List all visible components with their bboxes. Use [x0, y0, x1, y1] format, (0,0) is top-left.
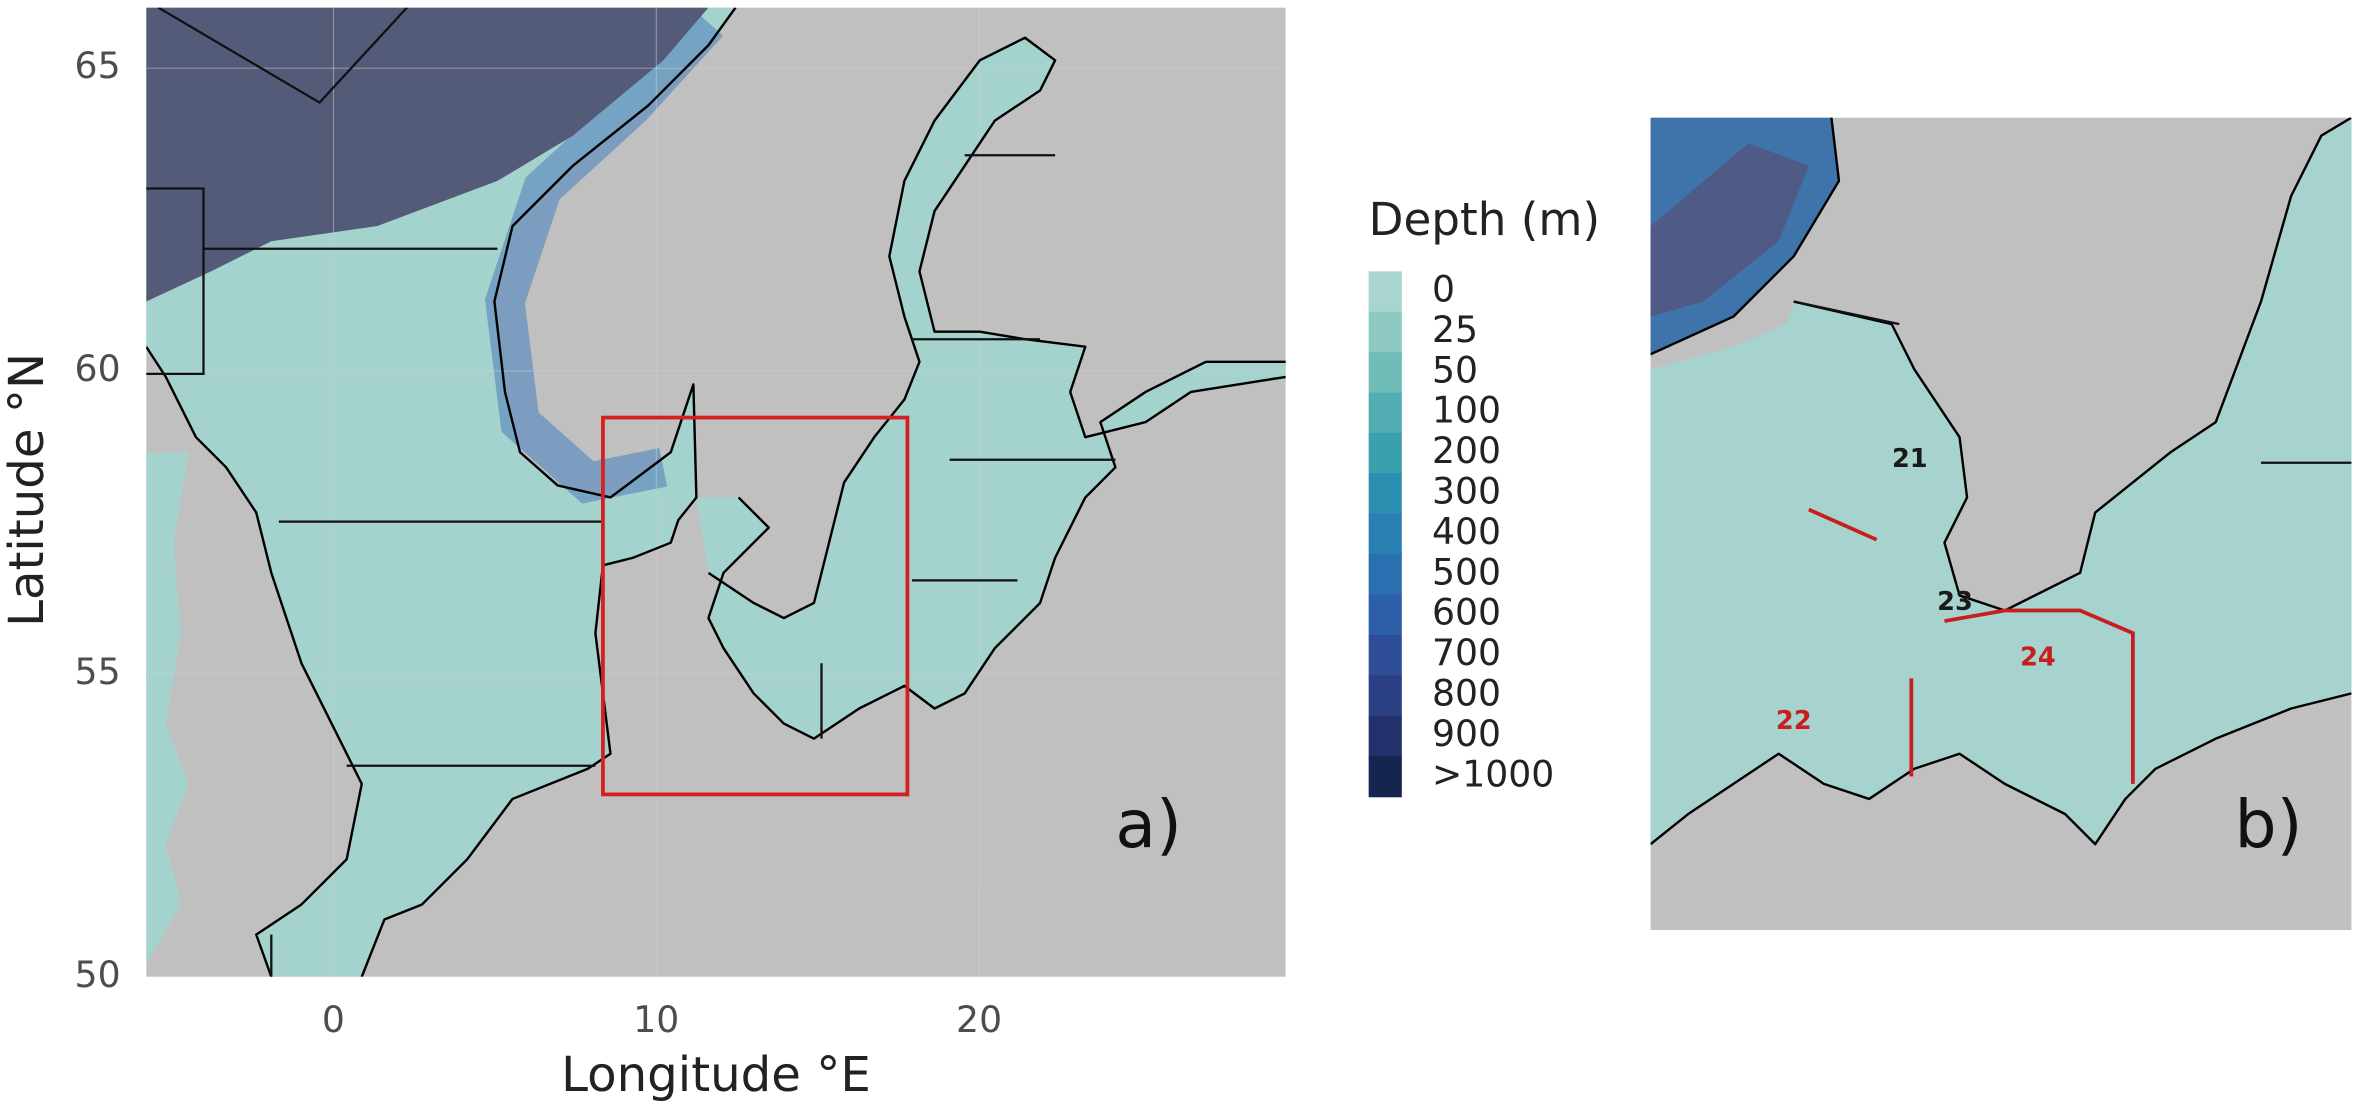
x-tick-label: 20	[956, 998, 1002, 1041]
legend-swatch	[1368, 352, 1402, 394]
legend-label: 50	[1432, 348, 1478, 391]
axes: 0 10 20 50 55 60 65	[75, 44, 1003, 1041]
legend-label: 200	[1432, 429, 1501, 472]
legend-swatch	[1368, 311, 1402, 353]
area-label: 21	[1892, 444, 1928, 474]
area-borders	[1808, 507, 2135, 784]
legend-swatch	[1368, 715, 1402, 757]
x-axis-label: Longitude °E	[561, 1047, 871, 1103]
area-label: 24	[2020, 643, 2056, 673]
y-tick-label: 50	[75, 953, 121, 996]
x-tick-label: 0	[322, 998, 345, 1041]
legend-label: 100	[1432, 389, 1501, 432]
zoom-box	[601, 415, 910, 797]
panel-label: a)	[1115, 785, 1182, 863]
eez-lines	[1793, 300, 2352, 464]
y-tick-label: 55	[75, 650, 121, 693]
deep-sea	[1650, 143, 1809, 317]
legend-label: 600	[1432, 591, 1501, 634]
legend-label: 300	[1432, 470, 1501, 513]
legend-swatch	[1368, 675, 1402, 717]
legend-swatch	[1368, 634, 1402, 677]
panel-label: b)	[2235, 785, 2303, 863]
eez-lines	[146, 7, 1116, 977]
coastline	[1650, 117, 2352, 846]
legend-swatch	[1368, 756, 1402, 798]
legend-swatch	[1368, 392, 1402, 434]
baltic	[1899, 117, 2352, 845]
legend-label: 0	[1432, 268, 1455, 311]
legend-swatch	[1368, 432, 1402, 475]
map-a	[146, 7, 1286, 977]
legend-label: 900	[1432, 712, 1501, 755]
legend-label: 400	[1432, 510, 1501, 553]
norwegian-trench	[484, 9, 723, 504]
legend-swatch	[1368, 473, 1402, 515]
kattegat	[1650, 301, 1968, 845]
legend-label: 25	[1432, 308, 1478, 351]
map-b	[1650, 117, 2352, 931]
legend-label: >1000	[1432, 752, 1554, 795]
grid	[146, 7, 1286, 977]
x-tick-label: 10	[633, 998, 679, 1041]
legend-swatch	[1368, 513, 1402, 555]
area-label: 22	[1776, 706, 1812, 736]
coastline	[146, 7, 1286, 977]
legend-swatch	[1368, 271, 1402, 313]
legend-swatch	[1368, 594, 1402, 636]
legend-label: 500	[1432, 550, 1501, 593]
area-labels: 21 22 23 24	[1776, 444, 2056, 736]
y-tick-label: 60	[75, 347, 121, 390]
deep-sea	[146, 7, 709, 302]
y-tick-label: 65	[75, 44, 121, 87]
area-label: 23	[1937, 587, 1973, 617]
legend-swatch	[1368, 554, 1402, 596]
legend-label: 700	[1432, 631, 1501, 674]
atlantic-west	[146, 452, 189, 965]
baltic-sea	[696, 37, 1286, 739]
legend-title: Depth (m)	[1369, 193, 1600, 246]
y-axis-label: Latitude °N	[0, 353, 55, 627]
legend-label: 800	[1432, 672, 1501, 715]
